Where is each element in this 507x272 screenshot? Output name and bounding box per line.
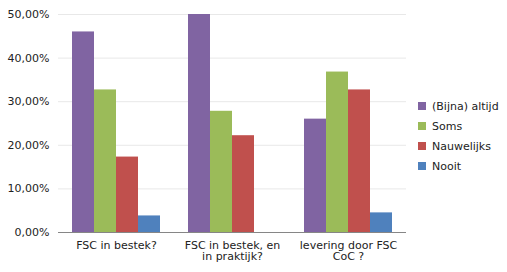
svg-text:50,00%: 50,00% [8, 8, 50, 21]
html-text:Nauwelijks: Nauwelijks [432, 139, 491, 153]
html-text:(Bijna) altijd: (Bijna) altijd [432, 99, 499, 113]
svg-text:0,00%: 0,00% [15, 226, 50, 239]
svg-text:20,00%: 20,00% [8, 139, 50, 152]
svg-text:40,00%: 40,00% [8, 52, 50, 65]
html-text:Soms: Soms [432, 119, 463, 133]
svg-text:levering door FSCCoC ?: levering door FSCCoC ? [300, 239, 398, 263]
svg-text:FSC in bestek?: FSC in bestek? [76, 239, 157, 252]
svg-text:30,00%: 30,00% [8, 95, 50, 108]
svg-text:10,00%: 10,00% [8, 182, 50, 195]
svg-text:FSC in bestek, enin praktijk?: FSC in bestek, enin praktijk? [185, 239, 281, 263]
html-text:Nooit: Nooit [432, 159, 462, 173]
